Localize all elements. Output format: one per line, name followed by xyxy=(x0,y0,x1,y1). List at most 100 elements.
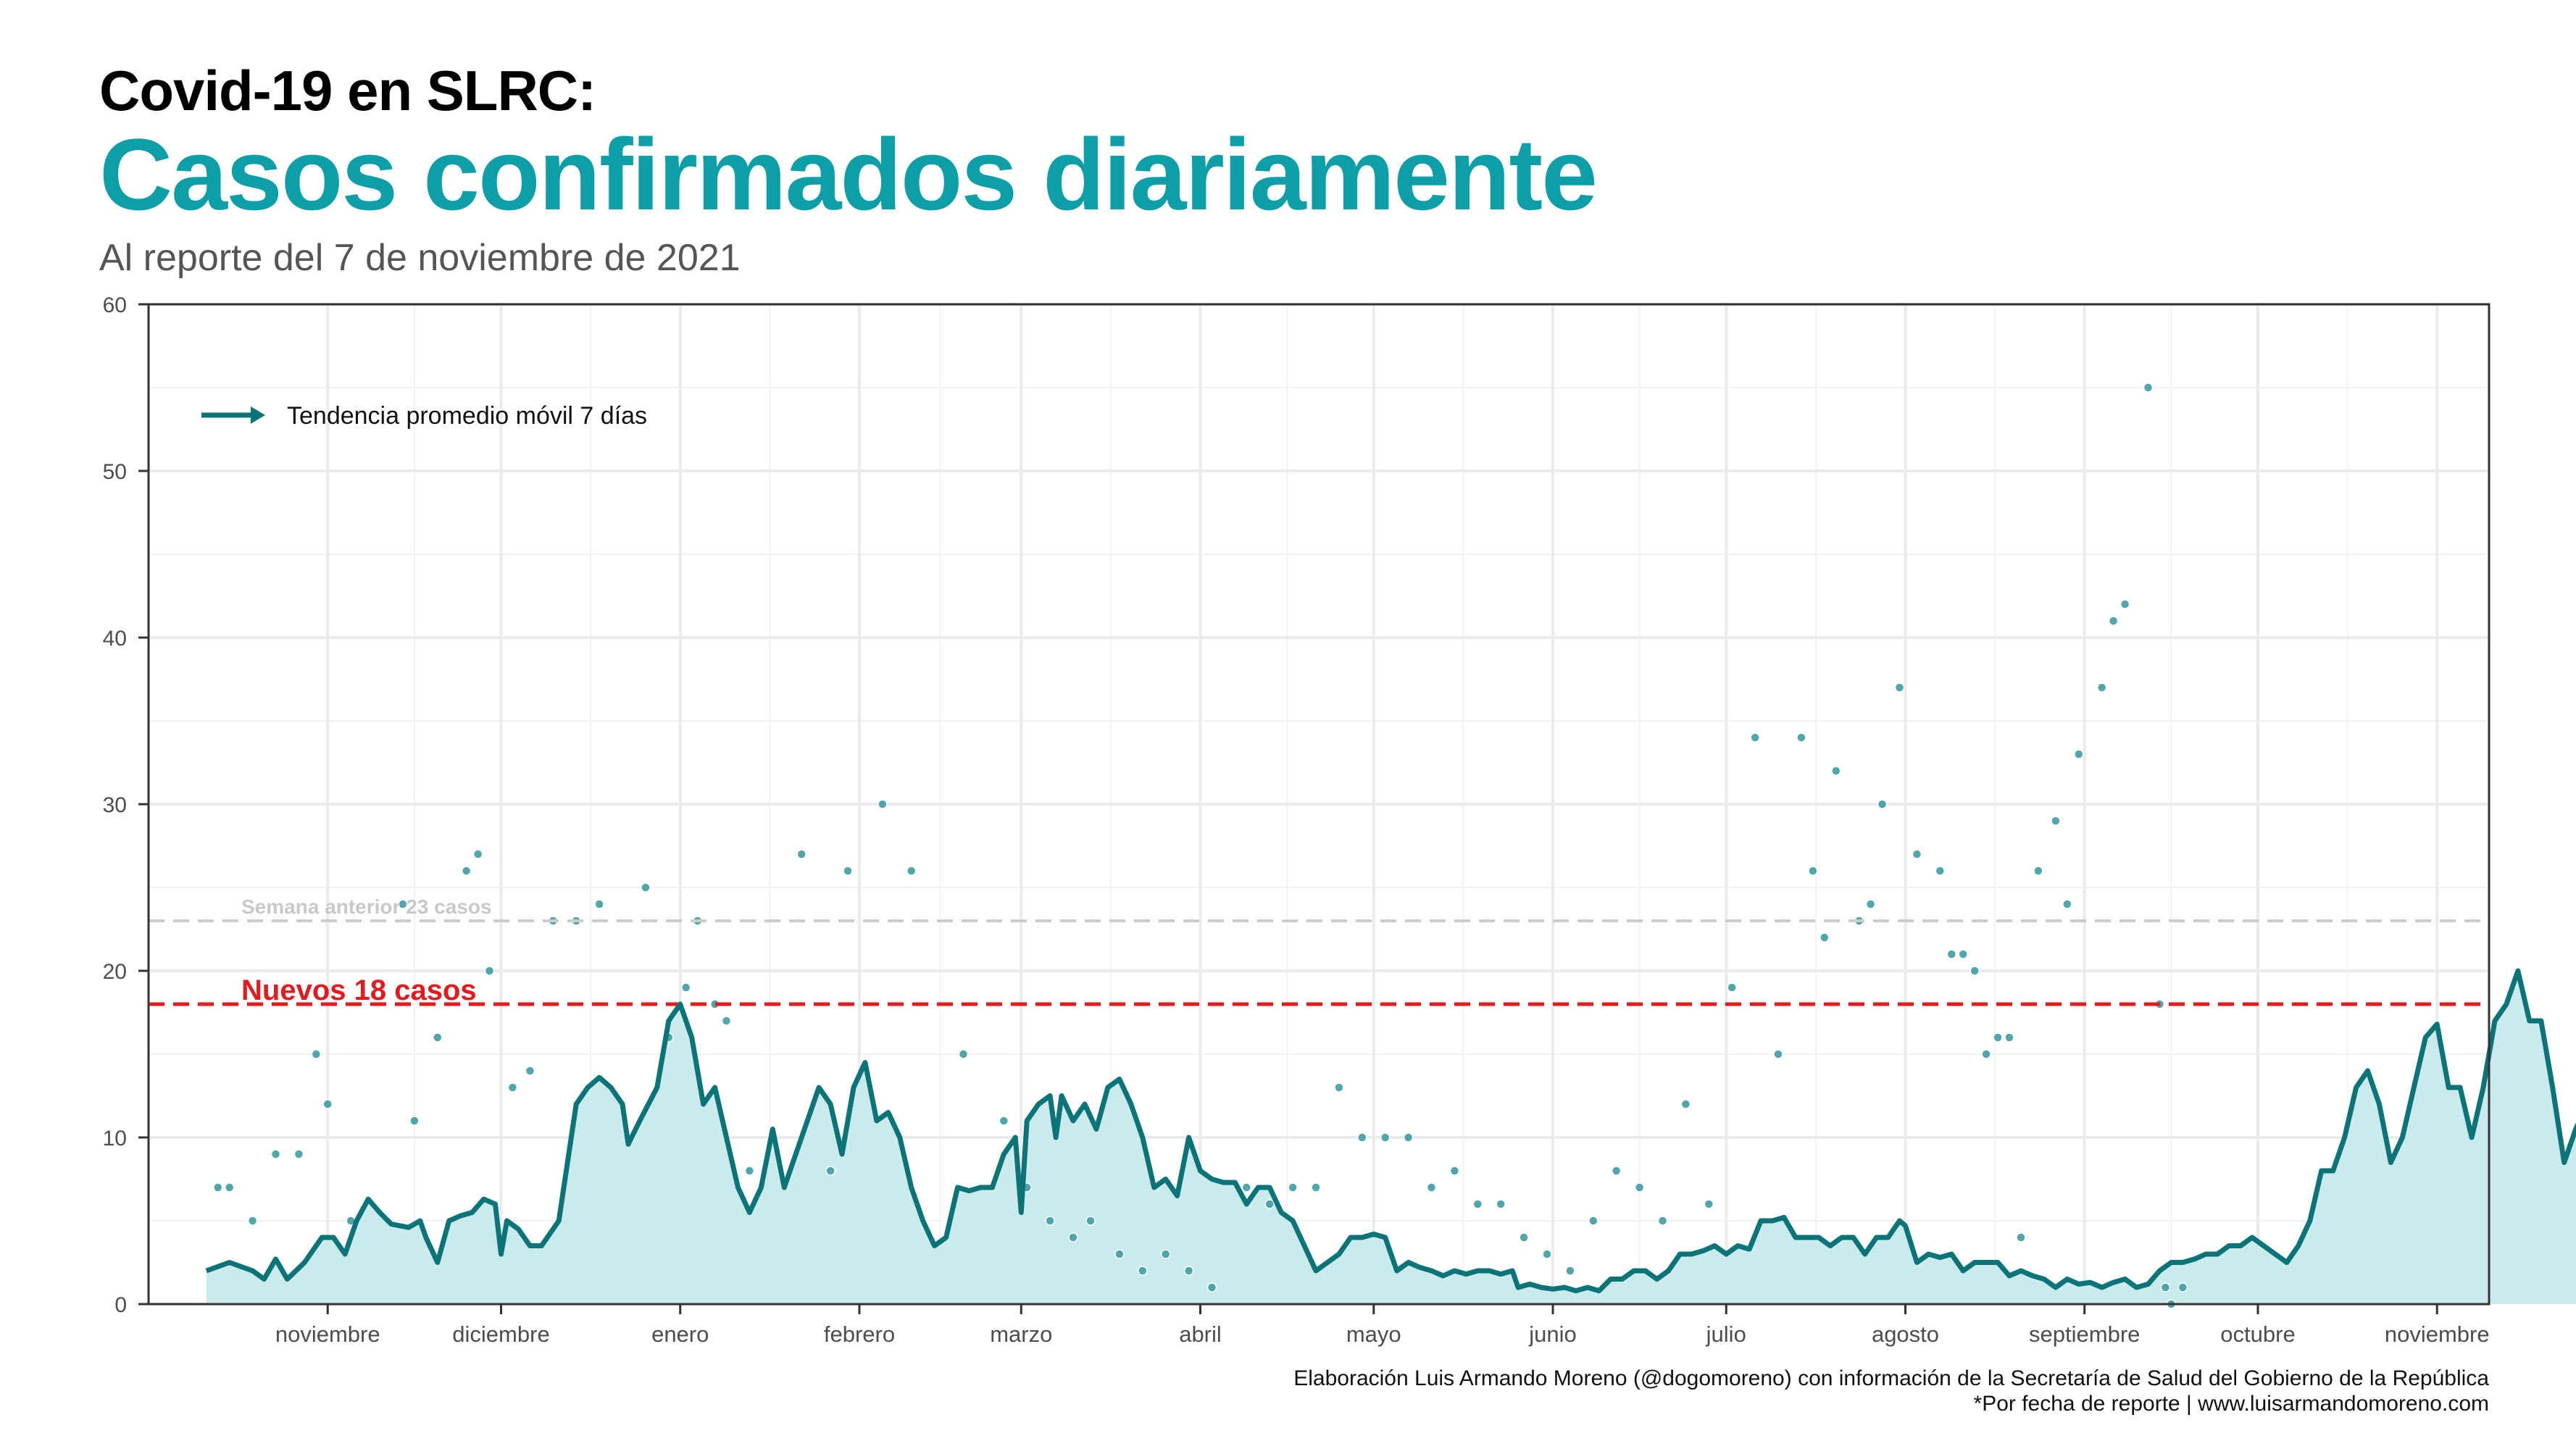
x-tick-label: febrero xyxy=(824,1321,895,1347)
data-point xyxy=(594,899,604,909)
x-tick-label: abril xyxy=(1179,1321,1222,1347)
data-point xyxy=(2033,866,2043,876)
data-point xyxy=(1264,1199,1275,1209)
data-point xyxy=(1727,982,1737,993)
source-caption: Elaboración Luis Armando Moreno (@dogomo… xyxy=(1293,1366,2489,1390)
previous-week-label: Semana anterior 23 casos xyxy=(241,895,492,918)
data-point xyxy=(2051,816,2061,826)
data-point xyxy=(398,899,408,909)
y-tick-label: 60 xyxy=(103,293,127,317)
reference-lines: Semana anterior 23 casos Nuevos 18 casos xyxy=(149,895,2489,1006)
data-point xyxy=(1565,1266,1575,1276)
data-point xyxy=(1380,1132,1391,1143)
x-tick-label: diciembre xyxy=(452,1321,549,1347)
data-point xyxy=(1704,1199,1714,1209)
data-point xyxy=(484,966,495,976)
data-point xyxy=(224,1182,235,1193)
data-point xyxy=(878,799,888,809)
x-tick-label: marzo xyxy=(990,1321,1052,1347)
data-point xyxy=(744,1166,755,1176)
data-point xyxy=(1935,866,1946,876)
data-point xyxy=(1449,1166,1460,1176)
data-point xyxy=(641,882,651,893)
data-point xyxy=(1085,1216,1096,1226)
data-point xyxy=(1877,799,1888,809)
x-tick-label: noviembre xyxy=(2385,1321,2490,1347)
data-point xyxy=(247,1216,258,1226)
x-tick-label: octubre xyxy=(2220,1321,2295,1347)
data-point xyxy=(1657,1216,1668,1226)
legend: Tendencia promedio móvil 7 días xyxy=(201,402,647,430)
data-point xyxy=(1634,1182,1645,1193)
data-point xyxy=(1680,1099,1691,1109)
daily-case-points xyxy=(212,383,2188,1309)
data-point xyxy=(1426,1182,1437,1193)
major-gridlines xyxy=(149,303,2489,1306)
data-point xyxy=(461,866,472,876)
new-cases-label: Nuevos 18 casos xyxy=(241,974,477,1006)
trend-line xyxy=(205,968,2576,1294)
data-point xyxy=(212,1182,223,1193)
data-point xyxy=(1865,899,1876,909)
data-point xyxy=(1588,1216,1598,1226)
data-point xyxy=(1969,966,1980,976)
data-point xyxy=(2096,682,2107,693)
y-tick-label: 50 xyxy=(103,460,127,484)
data-point xyxy=(1958,949,1968,959)
plot-border xyxy=(147,303,2490,1306)
data-point xyxy=(1311,1182,1321,1193)
data-point xyxy=(2143,383,2154,393)
legend-arrow-icon xyxy=(251,406,265,424)
data-point xyxy=(1894,682,1905,693)
data-point xyxy=(293,1149,304,1159)
data-point xyxy=(1138,1266,1148,1276)
trend-area-fill xyxy=(206,971,2576,1304)
data-point xyxy=(958,1049,969,1059)
y-tick-label: 30 xyxy=(103,793,127,817)
data-point xyxy=(2160,1282,2171,1293)
data-point xyxy=(1241,1182,1252,1193)
data-point xyxy=(507,1082,518,1093)
x-tick-label: junio xyxy=(1528,1321,1577,1347)
data-point xyxy=(825,1166,835,1176)
source-note: *Por fecha de reporte | www.luisarmandom… xyxy=(1973,1392,2489,1416)
data-point xyxy=(472,849,483,859)
data-point xyxy=(311,1049,322,1059)
data-point xyxy=(1334,1082,1344,1093)
x-tick-label: noviembre xyxy=(275,1321,380,1347)
y-tick-label: 0 xyxy=(114,1293,127,1317)
data-point xyxy=(1773,1049,1783,1059)
data-point xyxy=(1114,1249,1125,1259)
data-point xyxy=(796,849,806,859)
data-point xyxy=(721,1016,732,1026)
data-point xyxy=(1472,1199,1483,1209)
y-tick-label: 20 xyxy=(103,960,127,984)
y-tick-label: 10 xyxy=(103,1127,127,1151)
data-point xyxy=(1288,1182,1298,1193)
data-point xyxy=(1750,732,1760,743)
data-point xyxy=(2119,599,2130,609)
data-point xyxy=(1993,1032,2003,1043)
x-tick-label: agosto xyxy=(1872,1321,1939,1347)
data-point xyxy=(2062,899,2072,909)
data-point xyxy=(2108,616,2119,626)
data-point xyxy=(1796,732,1806,743)
data-point xyxy=(1820,932,1830,943)
data-point xyxy=(1206,1282,1217,1293)
data-point xyxy=(2074,749,2084,759)
data-point xyxy=(1611,1166,1622,1176)
data-point xyxy=(1946,949,1957,959)
chart-title: Covid-19 en SLRC: xyxy=(99,59,596,122)
data-point xyxy=(525,1066,535,1076)
data-point xyxy=(843,866,853,876)
data-point xyxy=(1045,1216,1055,1226)
data-point xyxy=(680,982,691,993)
data-point xyxy=(906,866,917,876)
data-point xyxy=(1912,849,1922,859)
legend-label: Tendencia promedio móvil 7 días xyxy=(287,402,647,430)
data-point xyxy=(2177,1282,2188,1293)
data-point xyxy=(1496,1199,1506,1209)
data-point xyxy=(1160,1249,1171,1259)
x-tick-label: mayo xyxy=(1346,1321,1401,1347)
